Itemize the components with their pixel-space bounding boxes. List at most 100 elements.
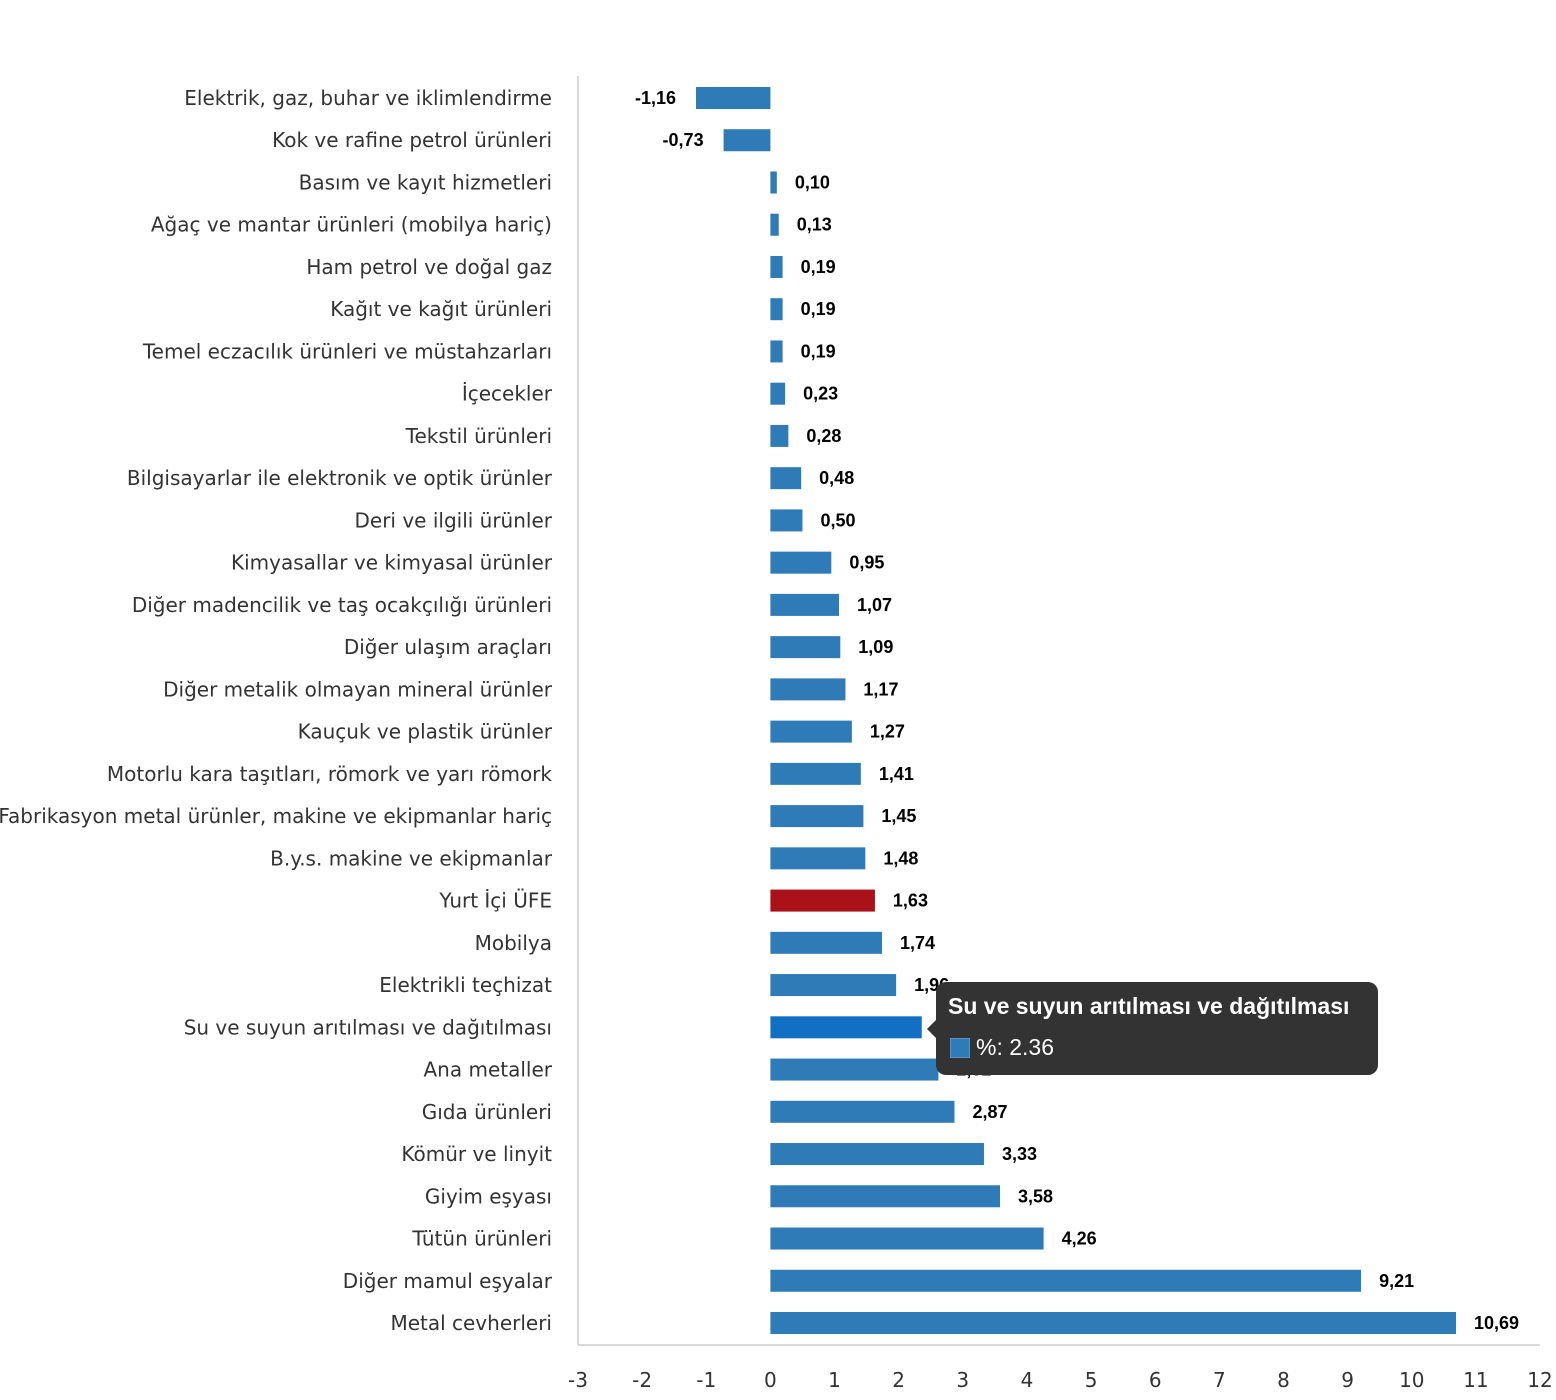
category-label: Kauçuk ve plastik ürünler	[298, 720, 553, 744]
data-label: 9,21	[1379, 1271, 1414, 1291]
data-label: 10,69	[1474, 1313, 1519, 1333]
x-tick-label: 12	[1527, 1368, 1552, 1392]
data-label: 1,09	[858, 637, 893, 657]
data-label: 4,26	[1062, 1229, 1097, 1249]
category-label: Elektrikli teçhizat	[379, 973, 552, 997]
bar[interactable]	[770, 1227, 1044, 1250]
category-label: Kimyasallar ve kimyasal ürünler	[231, 551, 553, 575]
tooltip-value: %: 2.36	[976, 1034, 1054, 1060]
data-label: 1,41	[879, 764, 914, 784]
data-label: 0,19	[801, 257, 836, 277]
bar[interactable]	[723, 129, 771, 152]
bar[interactable]	[770, 340, 783, 363]
bar[interactable]	[770, 171, 777, 194]
bar[interactable]	[770, 298, 783, 321]
bar[interactable]	[770, 931, 882, 954]
bar[interactable]	[770, 1143, 984, 1166]
bar[interactable]	[770, 974, 897, 997]
x-tick-label: -2	[632, 1368, 652, 1392]
bar[interactable]	[770, 762, 861, 785]
category-label: Deri ve ilgili ürünler	[354, 508, 552, 532]
data-label: 1,48	[883, 848, 918, 868]
category-label: Ana metaller	[424, 1058, 553, 1082]
category-label: Motorlu kara taşıtları, römork ve yarı r…	[107, 762, 553, 786]
bar[interactable]	[770, 805, 864, 828]
bar[interactable]	[770, 636, 841, 659]
x-tick-label: 5	[1085, 1368, 1098, 1392]
x-tick-label: 1	[828, 1368, 841, 1392]
bar[interactable]	[770, 1269, 1362, 1292]
bar[interactable]	[770, 593, 840, 616]
tooltip-title: Su ve suyun arıtılması ve dağıtılması	[948, 993, 1350, 1019]
category-label: Diğer madencilik ve taş ocakçılığı ürünl…	[132, 593, 552, 617]
data-label: -0,73	[663, 130, 704, 150]
data-label: 1,27	[870, 722, 905, 742]
data-label: 0,95	[849, 553, 884, 573]
category-label: Tütün ürünleri	[411, 1227, 552, 1251]
bar[interactable]	[770, 382, 786, 405]
category-label: B.y.s. makine ve ekipmanlar	[270, 846, 553, 870]
bar[interactable]	[770, 720, 852, 743]
data-label: 0,19	[801, 341, 836, 361]
bar[interactable]	[770, 213, 779, 236]
x-tick-label: 11	[1463, 1368, 1488, 1392]
category-label: Elektrik, gaz, buhar ve iklimlendirme	[184, 86, 552, 110]
data-label: 0,23	[803, 384, 838, 404]
category-label: Bilgisayarlar ile elektronik ve optik ür…	[127, 466, 553, 490]
data-label: 1,74	[900, 933, 935, 953]
x-tick-label: 9	[1341, 1368, 1354, 1392]
category-label: Su ve suyun arıtılması ve dağıtılması	[184, 1015, 552, 1039]
data-label: 0,48	[819, 468, 854, 488]
category-label: Giyim eşyası	[425, 1184, 552, 1208]
bar[interactable]	[770, 509, 803, 532]
bar[interactable]	[770, 467, 802, 490]
category-label: Kömür ve linyit	[401, 1142, 552, 1166]
bar[interactable]	[696, 87, 771, 109]
category-label: İçecekler	[462, 382, 553, 406]
category-label: Ham petrol ve doğal gaz	[306, 255, 552, 279]
x-tick-label: 4	[1021, 1368, 1034, 1392]
bar[interactable]	[770, 1016, 922, 1039]
tooltip: Su ve suyun arıtılması ve dağıtılması %:…	[927, 982, 1378, 1075]
x-tick-label: -3	[568, 1368, 588, 1392]
data-label: 1,07	[857, 595, 892, 615]
data-label: 1,45	[881, 806, 916, 826]
data-label: 2,87	[972, 1102, 1007, 1122]
x-tick-label: 3	[956, 1368, 969, 1392]
x-tick-label: 0	[764, 1368, 777, 1392]
data-label: 3,58	[1018, 1186, 1053, 1206]
category-label: Temel eczacılık ürünleri ve müstahzarlar…	[142, 339, 552, 363]
category-label: Yurt İçi ÜFE	[438, 889, 552, 913]
category-label: Kağıt ve kağıt ürünleri	[330, 297, 552, 321]
x-tick-label: 2	[892, 1368, 905, 1392]
category-label: Diğer ulaşım araçları	[344, 635, 552, 659]
data-label: 3,33	[1002, 1144, 1037, 1164]
category-label: Diğer mamul eşyalar	[343, 1269, 553, 1293]
data-label: 0,13	[797, 215, 832, 235]
category-label: Mobilya	[475, 931, 552, 955]
data-label: -1,16	[635, 88, 676, 108]
bar[interactable]	[770, 1100, 955, 1123]
bar[interactable]	[770, 678, 846, 701]
bar[interactable]	[770, 551, 832, 574]
bar[interactable]	[770, 1185, 1000, 1208]
data-label: 1,17	[863, 679, 898, 699]
bar[interactable]	[770, 1058, 939, 1081]
data-label: 0,10	[795, 172, 830, 192]
data-label: 0,50	[820, 510, 855, 530]
category-label: Diğer metalik olmayan mineral ürünler	[163, 677, 553, 701]
x-tick-label: 7	[1213, 1368, 1226, 1392]
bar[interactable]	[770, 847, 866, 870]
category-label: Ağaç ve mantar ürünleri (mobilya hariç)	[151, 213, 552, 237]
tooltip-series-swatch	[950, 1038, 970, 1058]
x-tick-label: 8	[1277, 1368, 1290, 1392]
bar[interactable]	[770, 424, 789, 447]
category-label: Basım ve kayıt hizmetleri	[299, 170, 552, 194]
bar[interactable]	[770, 1312, 1456, 1334]
tooltip-arrow	[927, 1020, 936, 1038]
category-label: Metal cevherleri	[390, 1311, 552, 1335]
bar[interactable]	[770, 255, 783, 278]
bar[interactable]	[770, 889, 875, 912]
category-label: Gıda ürünleri	[422, 1100, 552, 1124]
